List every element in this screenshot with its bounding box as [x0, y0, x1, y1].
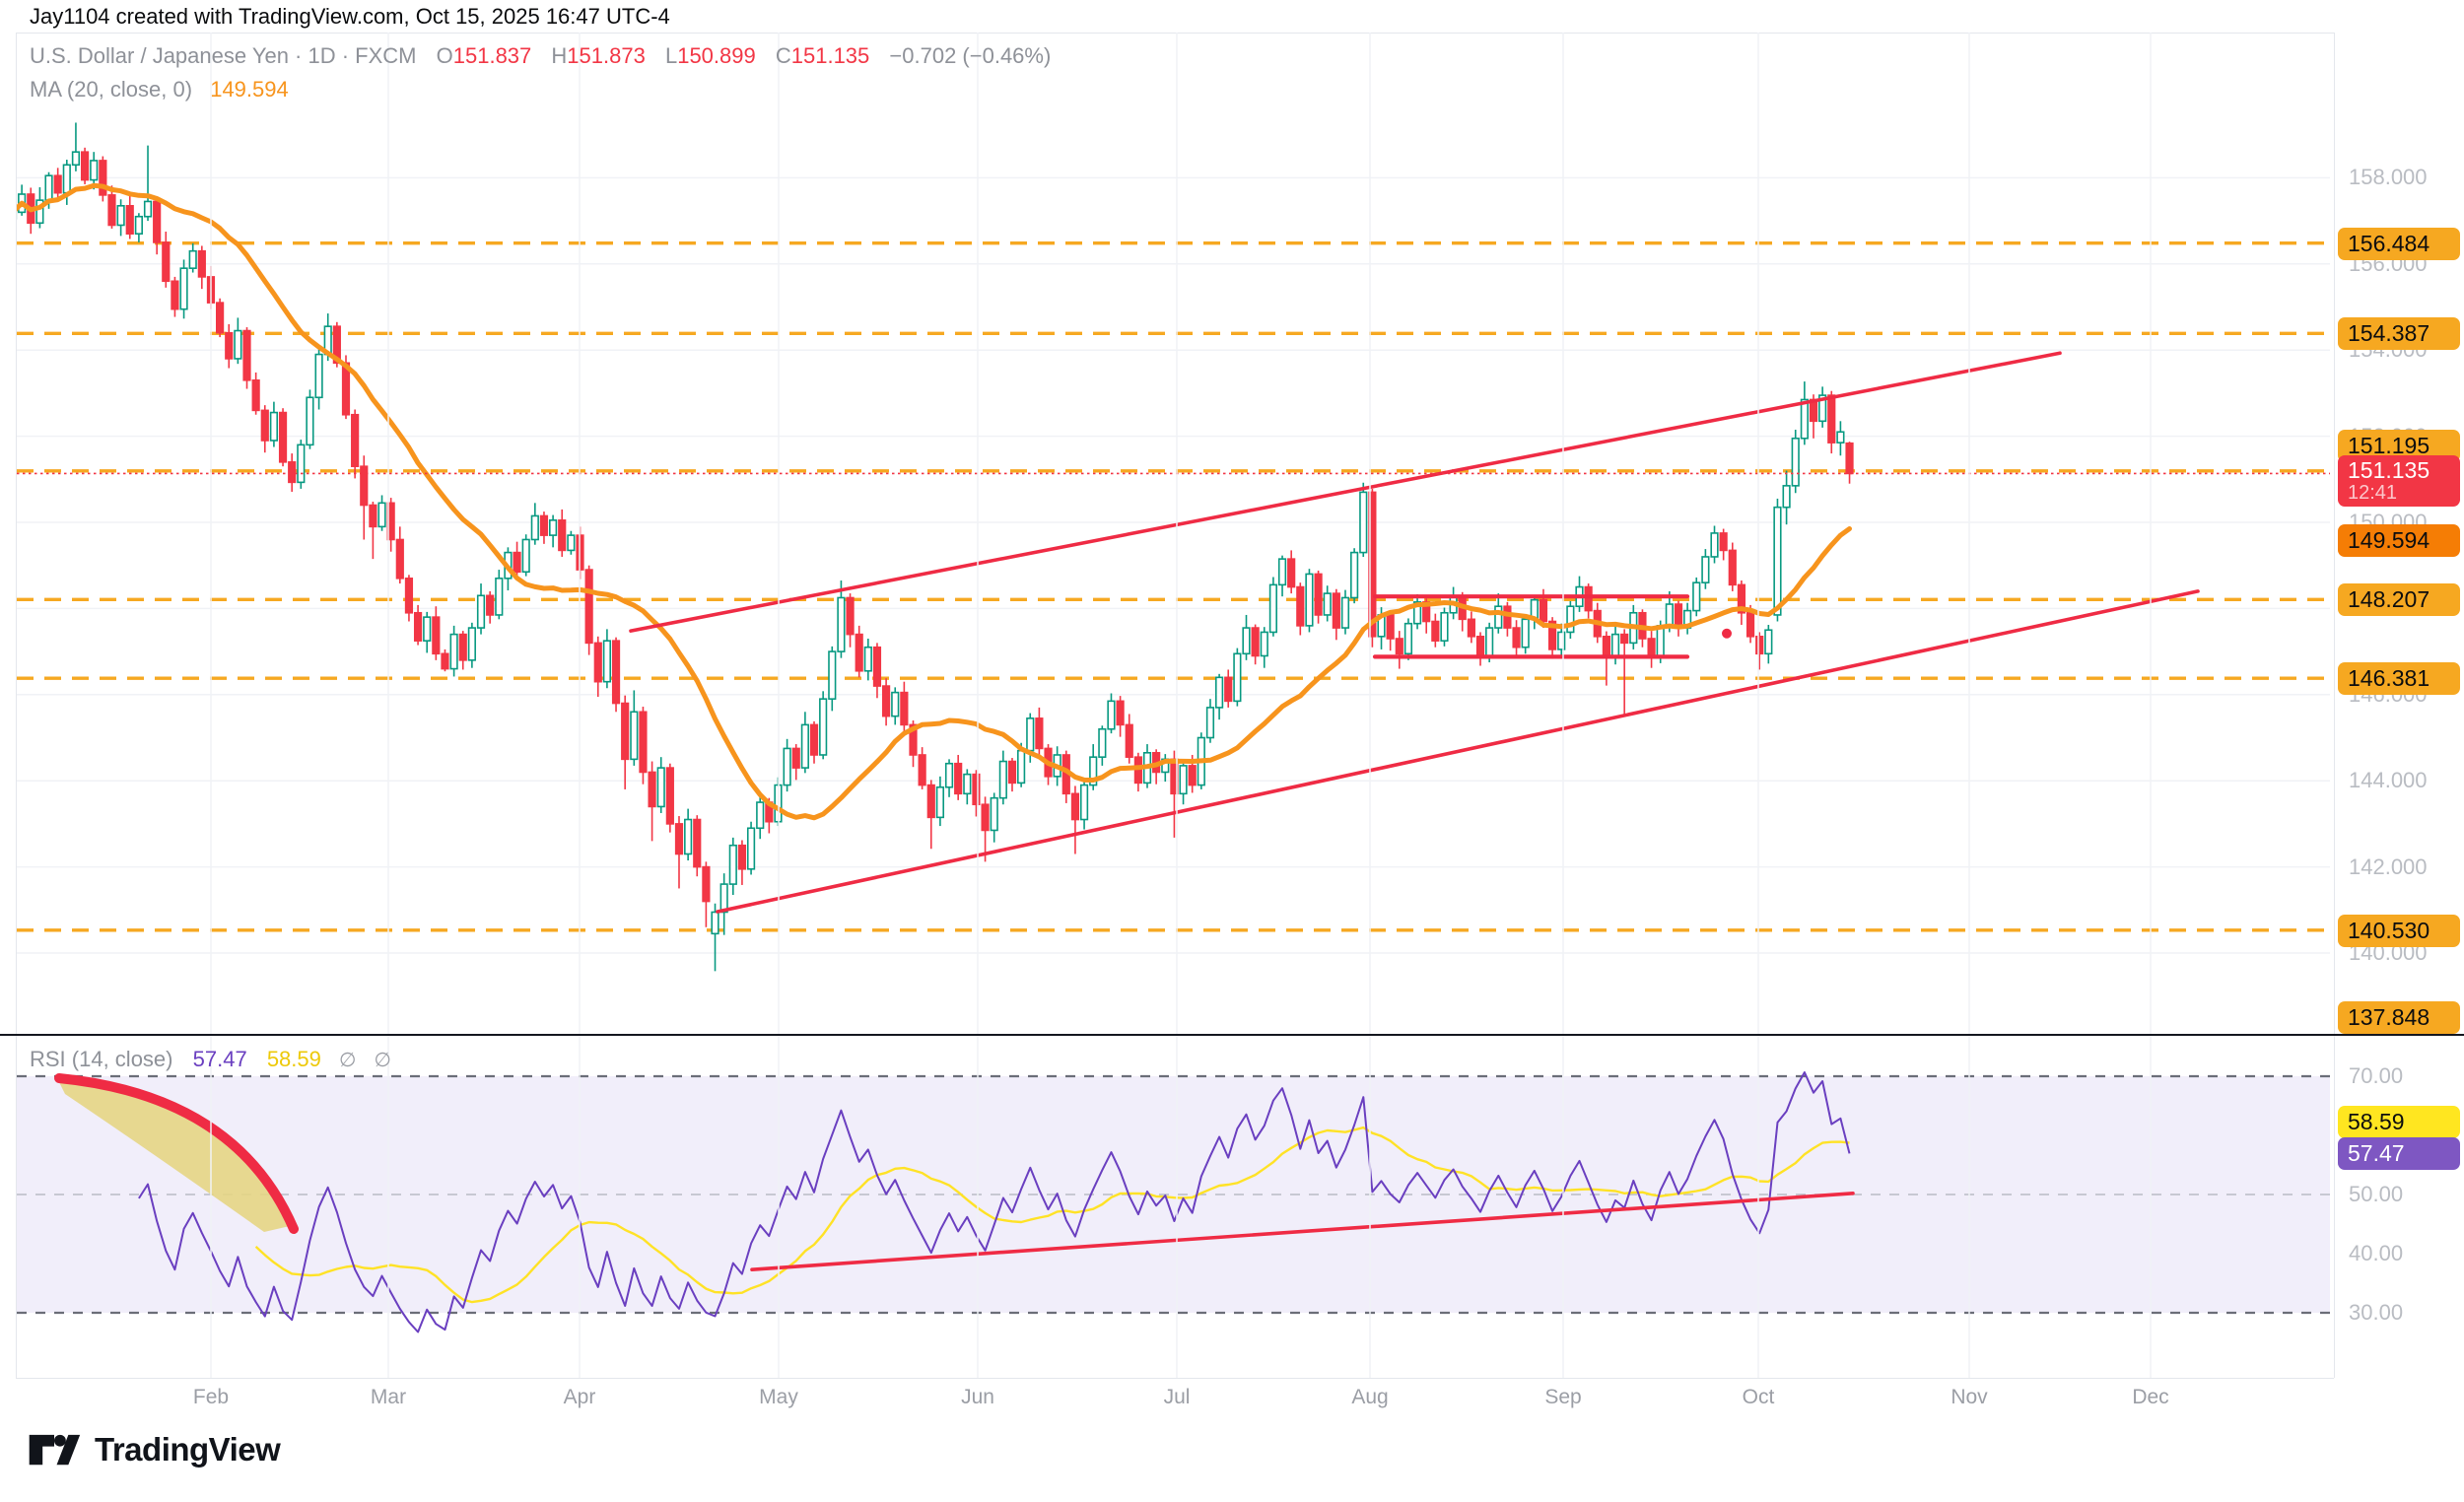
rsi-axis-label: 50.00	[2349, 1182, 2404, 1206]
tradingview-logo[interactable]: TradingView	[28, 1427, 281, 1472]
level-price-badge: 156.484	[2338, 227, 2460, 260]
rsi-ma-badge: 58.59	[2338, 1106, 2460, 1138]
rsi-value-badge: 57.47	[2338, 1137, 2460, 1170]
price-axis-label: 142.000	[2349, 853, 2428, 879]
close-value: 151.135	[790, 43, 870, 68]
ma-label: MA (20, close, 0)	[30, 77, 193, 102]
last-price-value: 151.135	[2348, 457, 2430, 484]
level-price-badge: 146.381	[2338, 662, 2460, 696]
time-axis-label-aug: Aug	[1351, 1386, 1389, 1408]
open-value: 151.837	[452, 43, 532, 68]
high-label: H	[551, 43, 568, 68]
low-value: 150.899	[677, 43, 756, 68]
level-price-badge: 137.848	[2338, 1001, 2460, 1034]
tradingview-logo-text: TradingView	[95, 1431, 281, 1468]
time-axis-label-oct: Oct	[1742, 1386, 1775, 1408]
level-price-badge: 140.530	[2338, 914, 2460, 947]
pane-separator[interactable]	[0, 1034, 2464, 1036]
tradingview-logo-icon	[29, 1434, 81, 1466]
close-label: C	[775, 43, 791, 68]
level-price-badge: 148.207	[2338, 583, 2460, 617]
time-axis-label-sep: Sep	[1544, 1386, 1582, 1408]
time-axis-label-feb: Feb	[192, 1386, 230, 1408]
time-axis-label-may: May	[759, 1386, 798, 1408]
time-axis[interactable]: Feb Mar Apr May Jun Jul Aug Sep Oct Nov Dec	[16, 1378, 2334, 1416]
level-price-badge: 154.387	[2338, 317, 2460, 351]
chart-frame	[16, 33, 2335, 1379]
time-axis-label-apr: Apr	[563, 1386, 596, 1408]
ma-price-badge: 149.594	[2338, 523, 2460, 557]
hide-indicator-icon[interactable]: ∅	[374, 1050, 391, 1071]
time-axis-label-jul: Jul	[1163, 1386, 1191, 1408]
high-value: 151.873	[567, 43, 646, 68]
price-scale[interactable]: 158.000156.000154.000152.000150.000148.0…	[2334, 33, 2464, 1378]
attribution-text: Jay1104 created with TradingView.com, Oc…	[30, 4, 670, 29]
time-axis-label-mar: Mar	[370, 1386, 407, 1408]
rsi-axis-label: 30.00	[2349, 1300, 2404, 1325]
price-axis-label: 144.000	[2349, 768, 2428, 793]
time-axis-label-dec: Dec	[2132, 1386, 2169, 1408]
hide-indicator-icon[interactable]: ∅	[339, 1050, 357, 1071]
rsi-axis-label: 70.00	[2349, 1063, 2404, 1088]
price-axis-label: 158.000	[2349, 165, 2428, 190]
rsi-axis-label: 40.00	[2349, 1241, 2404, 1265]
rsi-label: RSI (14, close)	[30, 1047, 173, 1071]
ma-value: 149.594	[210, 77, 289, 102]
symbol-title: U.S. Dollar / Japanese Yen · 1D · FXCM	[30, 43, 417, 68]
low-label: L	[664, 43, 678, 68]
open-label: O	[436, 43, 453, 68]
time-axis-label-jun: Jun	[961, 1386, 994, 1408]
ma-legend[interactable]: MA (20, close, 0) 149.594	[30, 77, 289, 102]
rsi-legend[interactable]: RSI (14, close) 57.47 58.59 ∅ ∅	[30, 1047, 391, 1072]
time-axis-label-nov: Nov	[1951, 1386, 1988, 1408]
rsi-ma-value: 58.59	[266, 1047, 321, 1071]
last-price-badge: 151.135 12:41	[2338, 455, 2460, 507]
rsi-value: 57.47	[192, 1047, 247, 1071]
bar-countdown: 12:41	[2348, 481, 2398, 504]
change-value: −0.702 (−0.46%)	[889, 43, 1052, 68]
symbol-legend[interactable]: U.S. Dollar / Japanese Yen · 1D · FXCM O…	[30, 43, 1051, 69]
